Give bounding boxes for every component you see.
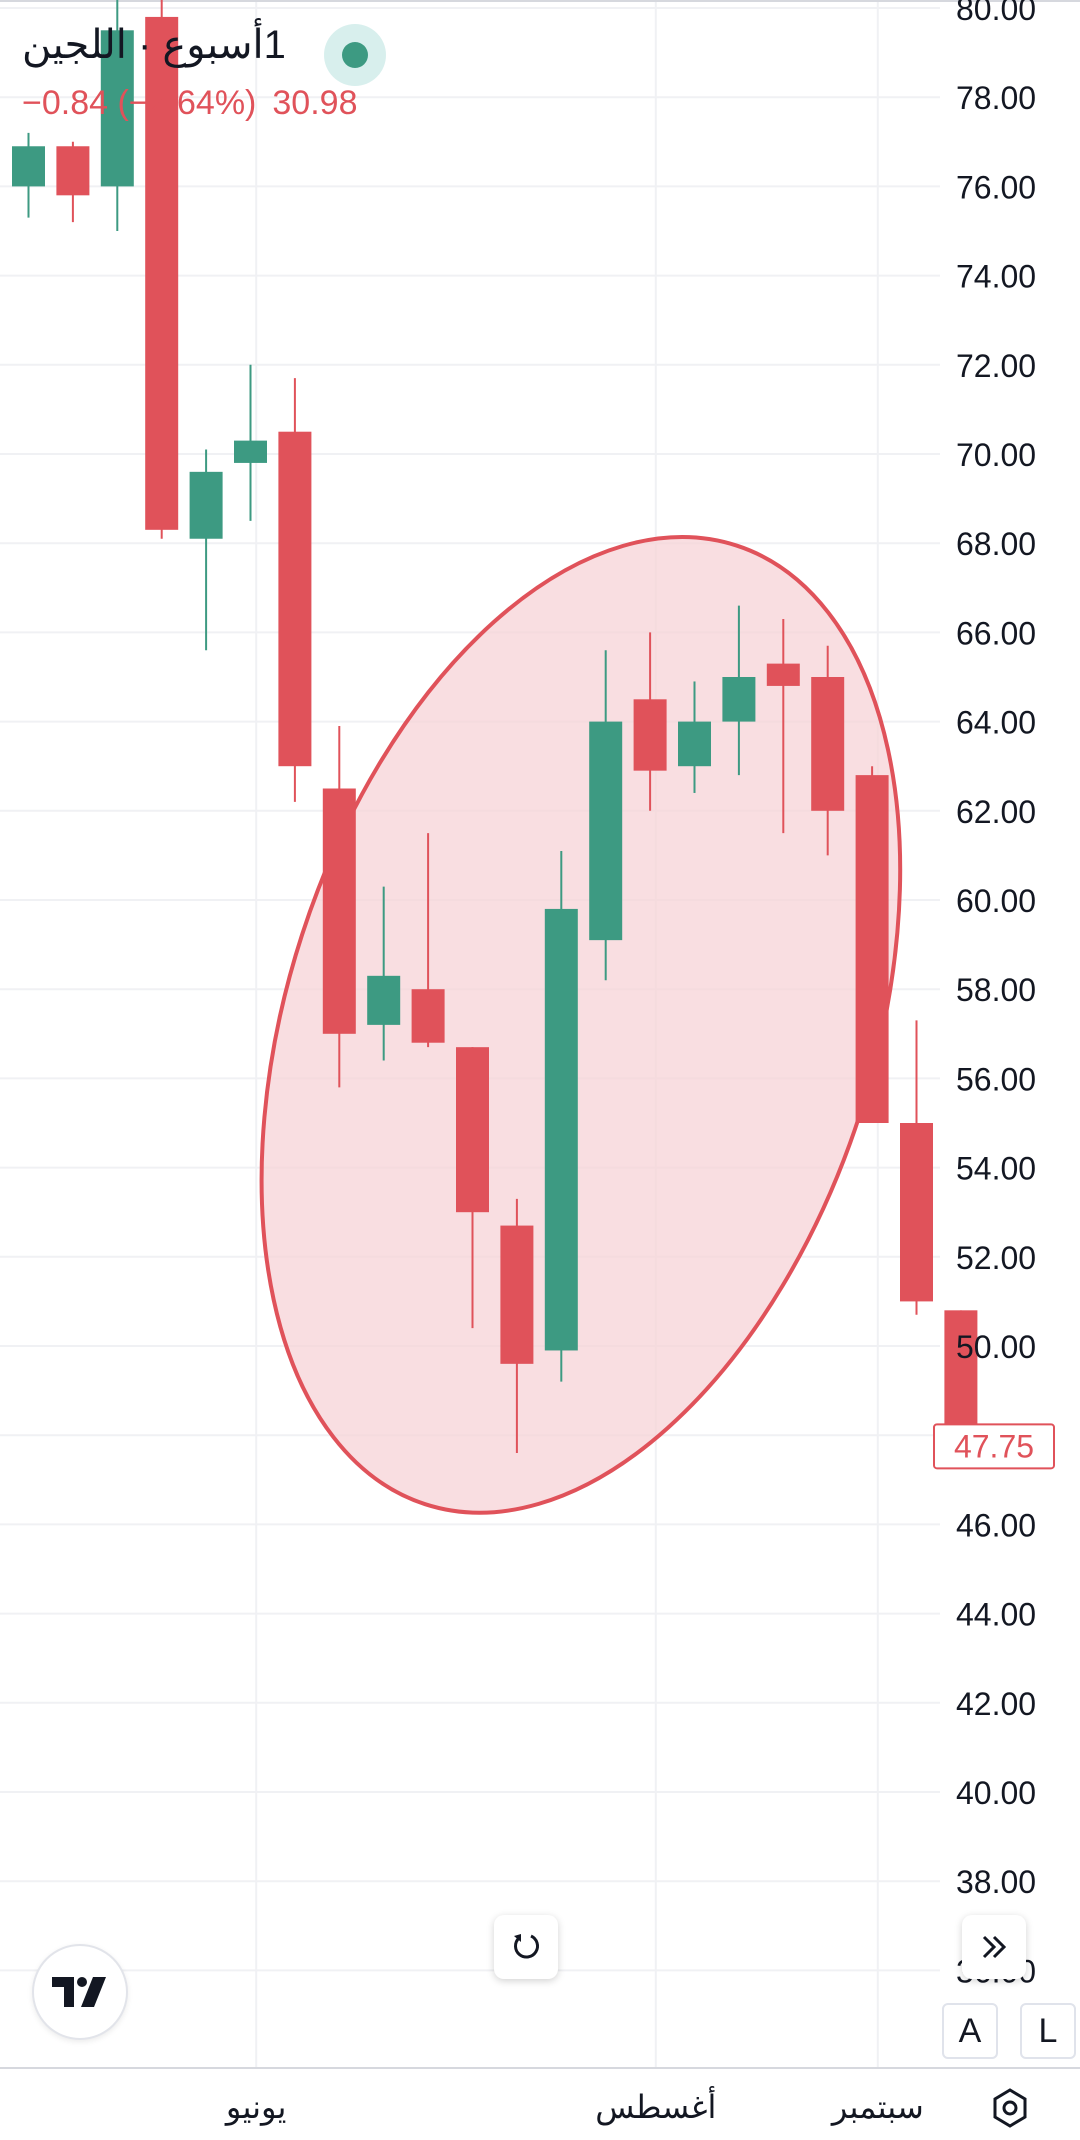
log-scale-button[interactable]: L <box>1020 2003 1076 2059</box>
candle[interactable] <box>322 726 356 1088</box>
price-change: −0.84 (−2.64%) <box>22 84 257 122</box>
y-tick-label: 78.00 <box>956 80 1036 116</box>
candle[interactable] <box>544 850 578 1382</box>
candle[interactable] <box>900 1020 933 1315</box>
candle-body <box>56 146 90 196</box>
candle[interactable] <box>678 681 711 793</box>
candle-body <box>633 699 667 771</box>
last-price-label: 47.75 <box>954 1428 1034 1464</box>
market-status-indicator[interactable] <box>324 24 386 86</box>
candle[interactable] <box>100 0 134 231</box>
candle-body <box>900 1123 933 1302</box>
candle[interactable] <box>367 886 401 1061</box>
candle[interactable] <box>589 650 623 981</box>
candle-body <box>145 16 179 530</box>
candle[interactable] <box>766 619 800 834</box>
settings-icon <box>993 2088 1027 2128</box>
price-change-row: −0.84 (−2.64%) 30.98 <box>22 84 373 123</box>
y-tick-label: 50.00 <box>956 1329 1036 1365</box>
y-tick-label: 70.00 <box>956 437 1036 473</box>
candle[interactable] <box>633 632 667 811</box>
candle-body <box>234 440 267 463</box>
candle-body <box>678 721 711 767</box>
candle-body <box>189 471 223 539</box>
x-tick-label: سبتمبر <box>830 2088 924 2126</box>
candle-body <box>12 146 45 187</box>
candle[interactable] <box>500 1198 534 1454</box>
last-price: 30.98 <box>272 84 358 122</box>
candle[interactable] <box>145 0 179 539</box>
y-tick-label: 60.00 <box>956 883 1036 919</box>
y-tick-label: 38.00 <box>956 1864 1036 1900</box>
tradingview-logo-icon[interactable] <box>32 1944 128 2040</box>
candle-body <box>855 775 889 1123</box>
y-tick-label: 42.00 <box>956 1686 1036 1722</box>
candle[interactable] <box>12 132 45 218</box>
candle-body <box>544 908 578 1351</box>
x-tick-label: أغسطس <box>595 2086 716 2126</box>
candle-body <box>322 788 356 1034</box>
scroll-to-realtime-icon <box>982 1935 1007 1959</box>
reset-chart-button[interactable] <box>494 1915 558 1979</box>
y-tick-label: 74.00 <box>956 259 1036 295</box>
y-tick-label: 44.00 <box>956 1597 1036 1633</box>
y-tick-label: 62.00 <box>956 794 1036 830</box>
y-tick-label: 68.00 <box>956 526 1036 562</box>
candle-body <box>456 1047 489 1213</box>
y-tick-label: 58.00 <box>956 972 1036 1008</box>
candle[interactable] <box>456 1047 489 1329</box>
candle[interactable] <box>234 364 267 521</box>
y-tick-label: 56.00 <box>956 1061 1036 1097</box>
y-tick-label: 52.00 <box>956 1240 1036 1276</box>
candle[interactable] <box>56 141 90 223</box>
settings-button[interactable] <box>982 2080 1038 2136</box>
candle-body <box>100 30 134 187</box>
status-dot-icon <box>342 42 368 68</box>
candle-body <box>766 663 800 686</box>
reset-chart-icon <box>514 1934 539 1959</box>
candle[interactable] <box>278 378 312 802</box>
candle[interactable] <box>855 766 889 1123</box>
candle-body <box>278 431 312 767</box>
candle-body <box>367 975 401 1025</box>
y-tick-label: 66.00 <box>956 615 1036 651</box>
candle[interactable] <box>722 605 756 776</box>
y-tick-label: 76.00 <box>956 169 1036 205</box>
candle-body <box>589 721 623 941</box>
x-tick-label: يونيو <box>224 2088 287 2126</box>
candle-body <box>722 677 756 722</box>
y-tick-label: 46.00 <box>956 1507 1036 1543</box>
y-tick-label: 54.00 <box>956 1151 1036 1187</box>
scroll-to-realtime-button[interactable] <box>962 1915 1026 1979</box>
candle-body <box>500 1225 534 1364</box>
auto-scale-button[interactable]: A <box>942 2003 998 2059</box>
y-tick-label: 80.00 <box>956 0 1036 27</box>
candle[interactable] <box>811 645 845 856</box>
candle-body <box>411 989 445 1043</box>
y-tick-label: 40.00 <box>956 1775 1036 1811</box>
symbol-title[interactable]: 1أسبوع · اللجين <box>22 23 286 67</box>
chart-header: 1أسبوع · اللجين <box>22 22 286 68</box>
last-price-box <box>933 1423 1055 1470</box>
candle-body <box>811 677 845 811</box>
y-tick-label: 64.00 <box>956 705 1036 741</box>
candle[interactable] <box>411 833 445 1048</box>
y-tick-label: 72.00 <box>956 348 1036 384</box>
candle[interactable] <box>189 449 223 651</box>
